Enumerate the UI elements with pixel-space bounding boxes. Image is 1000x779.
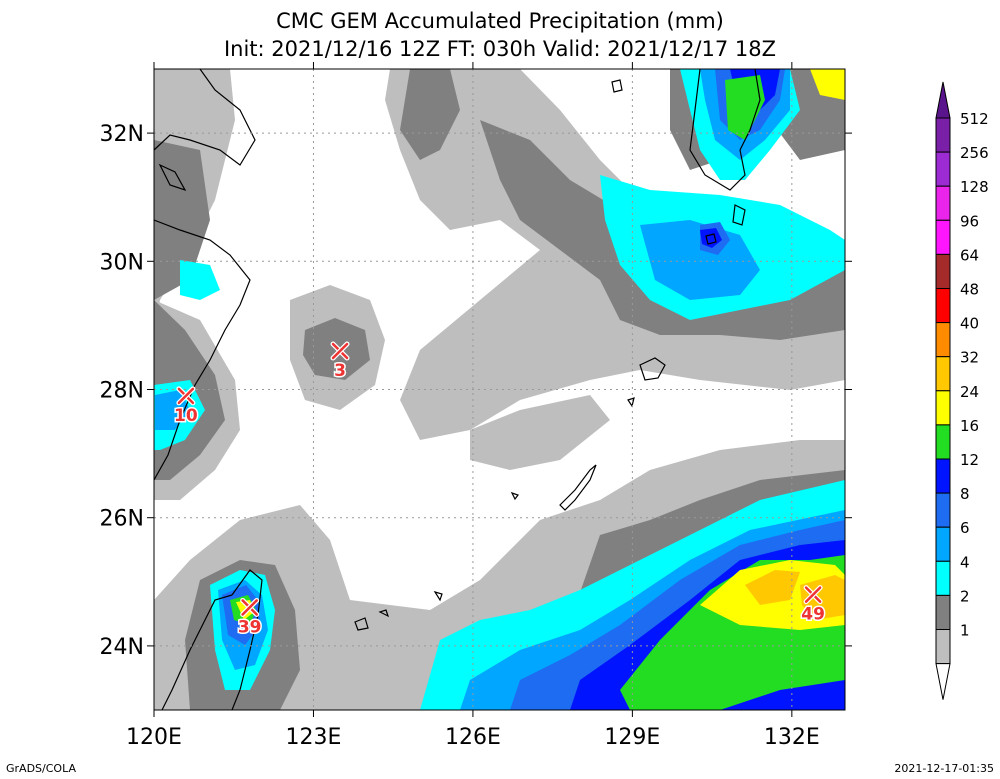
coastlines: [154, 69, 761, 710]
colorbar-swatch: [935, 390, 951, 426]
lat-lon-grid: [154, 69, 845, 710]
precip-max-marker: 3: [330, 341, 350, 383]
colorbar-swatch: [935, 560, 951, 596]
precip-max-marker: 49: [800, 585, 826, 626]
software-credit: GrADS/COLA: [6, 762, 76, 775]
colorbar-swatch: [935, 424, 951, 460]
map-subtitle: Init: 2021/12/16 12Z FT: 030h Valid: 202…: [223, 37, 777, 61]
colorbar-swatch: [935, 151, 951, 187]
colorbar-swatch: [935, 288, 951, 324]
colorbar-level-label: 12: [960, 451, 979, 469]
colorbar-level-label: 1: [960, 622, 970, 640]
colorbar-swatch: [935, 322, 951, 358]
map-title: CMC GEM Accumulated Precipitation (mm): [276, 9, 724, 33]
map-axes: 120E 123E 126E 129E 132E 32N 30N 28N 26N 24N: [100, 62, 852, 750]
lat-tick-label: 28N: [100, 379, 144, 404]
colorbar-level-label: 32: [960, 349, 979, 367]
colorbar-swatch: [935, 492, 951, 528]
colorbar-level-label: 2: [960, 587, 970, 605]
colorbar-over-triangle: [935, 81, 951, 119]
colorbar-level-label: 6: [960, 519, 970, 537]
colorbar-swatch: [935, 458, 951, 494]
lon-tick-label: 120E: [126, 725, 182, 750]
lon-tick-label: 126E: [445, 725, 501, 750]
max-precip-markers: 10 3 39 49: [173, 341, 826, 639]
map-frame: [153, 68, 846, 711]
colorbar-level-label: 96: [960, 212, 979, 230]
precip-max-label: 49: [801, 605, 825, 625]
precip-max-label: 3: [334, 361, 346, 381]
colorbar-level-label: 512: [960, 110, 989, 128]
colorbar-level-label: 40: [960, 315, 979, 333]
lat-tick-label: 32N: [100, 122, 144, 147]
colorbar-swatch: [935, 526, 951, 562]
colorbar-swatch: [935, 629, 951, 665]
lat-tick-label: 24N: [100, 635, 144, 660]
precip-max-marker: 10: [173, 386, 199, 427]
colorbar-level-label: 64: [960, 246, 979, 264]
colorbar-level-label: 256: [960, 144, 989, 162]
colorbar-level-label: 4: [960, 553, 970, 571]
colorbar-level-label: 128: [960, 178, 989, 196]
lon-tick-label: 123E: [286, 725, 342, 750]
colorbar-swatch: [935, 594, 951, 631]
lat-tick-label: 26N: [100, 507, 144, 532]
precip-max-marker: 39: [236, 597, 263, 639]
colorbar-swatch: [935, 117, 951, 153]
colorbar-swatch: [935, 253, 951, 289]
colorbar-level-label: 24: [960, 383, 979, 401]
colorbar-swatch: [935, 356, 951, 392]
lon-tick-label: 132E: [764, 725, 820, 750]
colorbar-level-label: 48: [960, 281, 979, 299]
lat-tick-label: 30N: [100, 250, 144, 275]
precipitation-field: [154, 69, 845, 710]
lon-tick-label: 129E: [604, 725, 660, 750]
precip-max-label: 10: [174, 406, 198, 426]
colorbar-swatch: [935, 219, 951, 255]
precip-max-label: 39: [238, 617, 262, 637]
colorbar-swatch: [935, 185, 951, 221]
colorbar-level-label: 16: [960, 417, 979, 435]
colorbar-level-label: 8: [960, 485, 970, 503]
render-timestamp: 2021-12-17-01:35: [894, 762, 994, 775]
colorbar-under-triangle: [935, 663, 951, 700]
